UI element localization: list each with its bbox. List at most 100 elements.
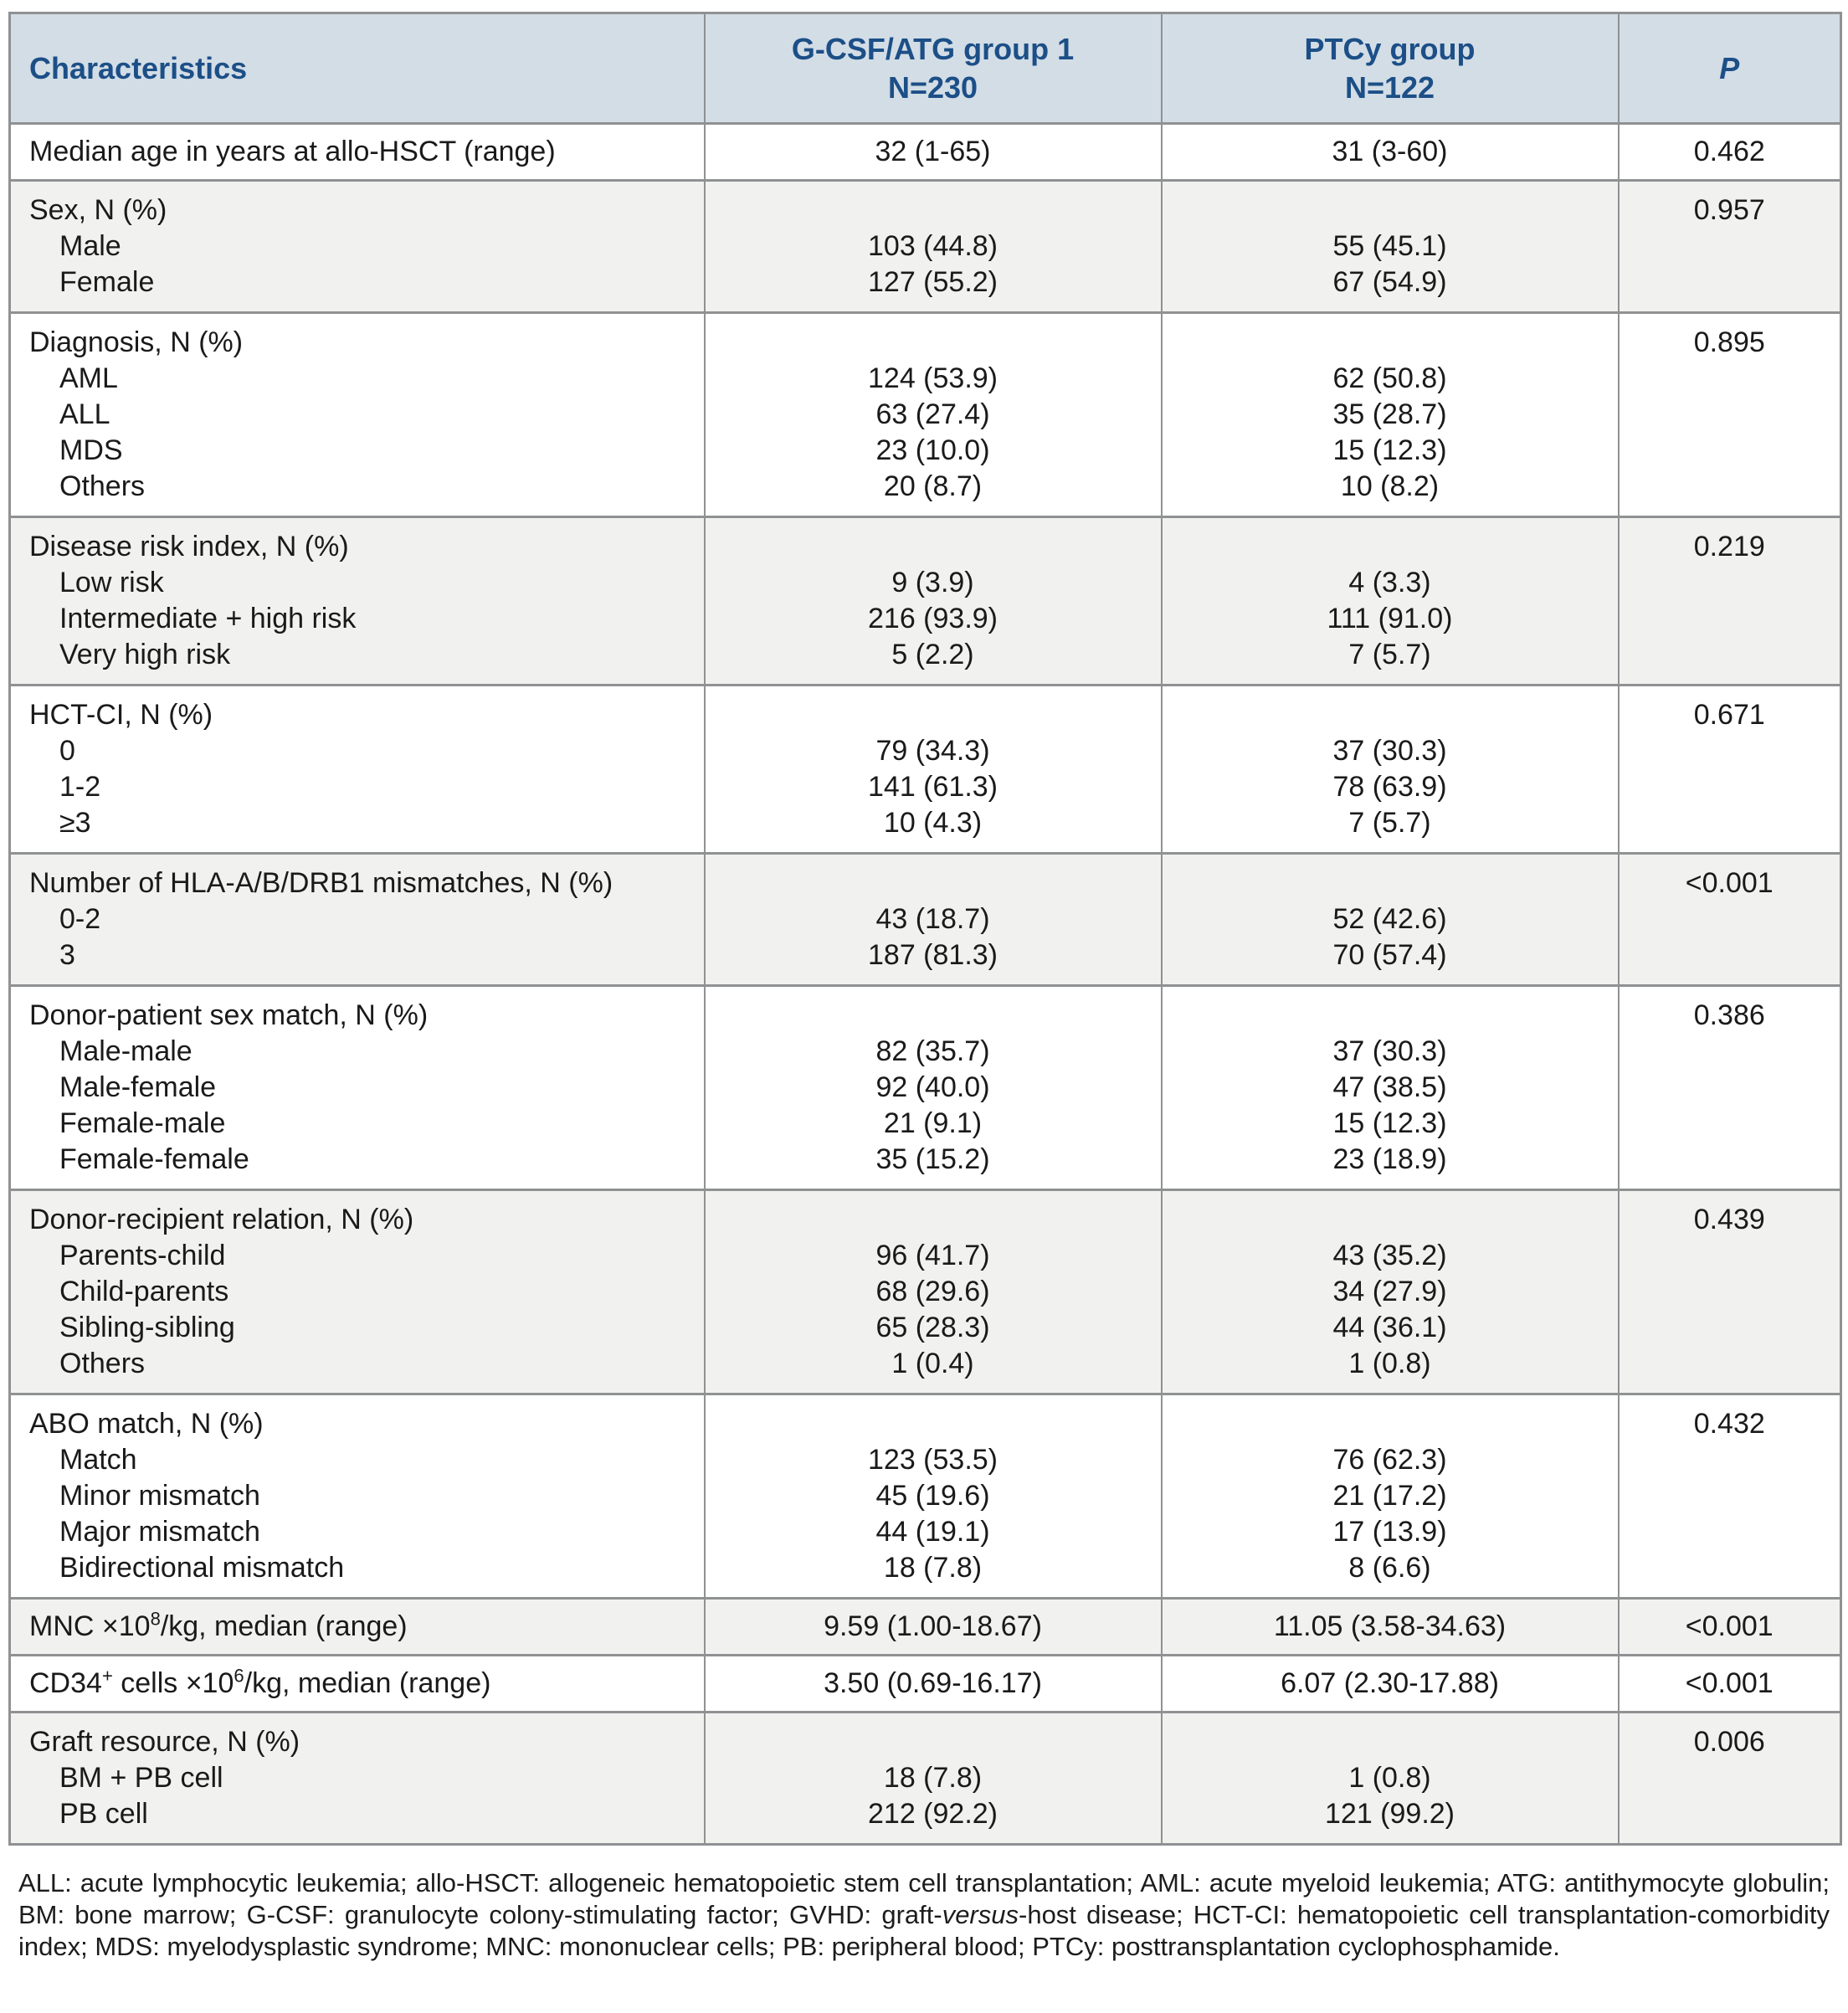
characteristic-cell: Disease risk index, N (%) Low risk Interme…: [8, 516, 706, 686]
section-label: Disease risk index, N (%): [29, 531, 349, 562]
spacer-line: [1166, 193, 1614, 229]
sub-item-label: Male-female: [59, 1071, 217, 1103]
sub-item-label: ALL: [59, 398, 110, 430]
characteristic-cell: Diagnosis, N (%) AML ALL MDS Others: [8, 311, 706, 518]
group1-value: 79 (34.3): [875, 735, 990, 767]
sub-item-label: Male: [59, 230, 121, 262]
sub-item-label: Low risk: [59, 567, 164, 598]
table-row: MNC ×108/kg, median (range) 9.59 (1.00-18…: [8, 1597, 1842, 1656]
group2-cell: 1 (0.8) 121 (99.2): [1160, 1711, 1620, 1846]
sub-item-label: Female: [59, 266, 155, 298]
group2-value: 1 (0.8): [1348, 1762, 1431, 1794]
group1-value: 20 (8.7): [883, 470, 983, 502]
characteristic-label: Median age in years at allo-HSCT (range): [8, 122, 706, 182]
group2-value: 7 (5.7): [1348, 639, 1431, 670]
group2-cell: 37 (30.3) 47 (38.5) 15 (12.3) 23 (18.9): [1160, 984, 1620, 1191]
group2-value: 43 (35.2): [1332, 1240, 1447, 1271]
group1-cell: 79 (34.3) 141 (61.3) 10 (4.3): [703, 684, 1163, 855]
group2-value: 35 (28.7): [1332, 398, 1447, 430]
group1-value: 44 (19.1): [875, 1516, 990, 1548]
group2-value: 7 (5.7): [1348, 807, 1431, 839]
table-row: Graft resource, N (%) BM + PB cell PB cell…: [8, 1711, 1842, 1846]
group1-value: 141 (61.3): [868, 771, 998, 803]
group2-value: 15 (12.3): [1332, 434, 1447, 466]
group2-value: 34 (27.9): [1332, 1276, 1447, 1307]
group1-cell: 103 (44.8) 127 (55.2): [703, 179, 1163, 314]
p-value: 0.671: [1617, 684, 1842, 855]
spacer-line: [709, 1202, 1158, 1238]
spacer-line: [709, 1724, 1158, 1760]
spacer-line: [1166, 325, 1614, 361]
group1-name: G-CSF/ATG group 1: [791, 31, 1075, 66]
group2-value: 55 (45.1): [1332, 230, 1447, 262]
group2-value: 37 (30.3): [1332, 735, 1447, 767]
group2-value: 52 (42.6): [1332, 903, 1447, 935]
characteristic-label: MNC ×108/kg, median (range): [8, 1597, 706, 1656]
group1-value: 123 (53.5): [868, 1444, 998, 1476]
group1-n: N=230: [887, 69, 978, 105]
characteristic-cell: Sex, N (%) Male Female: [8, 179, 706, 314]
spacer-line: [709, 865, 1158, 901]
sub-item-label: Others: [59, 470, 146, 502]
group1-value: 10 (4.3): [883, 807, 983, 839]
group2-value: 76 (62.3): [1332, 1444, 1447, 1476]
group2-cell: 52 (42.6) 70 (57.4): [1160, 852, 1620, 987]
group1-value: 187 (81.3): [868, 939, 998, 971]
group1-value: 82 (35.7): [875, 1035, 990, 1067]
characteristic-cell: HCT-CI, N (%) 0 1-2 ≥3: [8, 684, 706, 855]
group1-cell: 123 (53.5) 45 (19.6) 44 (19.1) 18 (7.8): [703, 1393, 1163, 1600]
sub-item-label: Others: [59, 1348, 146, 1379]
group2-cell: 62 (50.8) 35 (28.7) 15 (12.3) 10 (8.2): [1160, 311, 1620, 518]
group2-value: 62 (50.8): [1332, 362, 1447, 394]
group2-value: 67 (54.9): [1332, 266, 1447, 298]
table-row: Number of HLA-A/B/DRB1 mismatches, N (%)…: [8, 852, 1842, 987]
characteristic-cell: Graft resource, N (%) BM + PB cell PB cell: [8, 1711, 706, 1846]
group1-value: 45 (19.6): [875, 1480, 990, 1512]
p-value-line: 0.957: [1693, 194, 1765, 226]
group1-value: 63 (27.4): [875, 398, 990, 430]
group1-value: 124 (53.9): [868, 362, 998, 394]
sub-item-label: 0-2: [59, 903, 101, 935]
section-label: Graft resource, N (%): [29, 1726, 300, 1758]
spacer-line: [1166, 998, 1614, 1034]
p-value: 0.957: [1617, 179, 1842, 314]
sub-item-label: Bidirectional mismatch: [59, 1552, 345, 1584]
group1-value: 9.59 (1.00-18.67): [703, 1597, 1163, 1656]
col-header-group2: PTCy group N=122: [1160, 12, 1620, 125]
group2-value: 11.05 (3.58-34.63): [1160, 1597, 1620, 1656]
group2-value: 21 (17.2): [1332, 1480, 1447, 1512]
group2-value: 4 (3.3): [1348, 567, 1431, 598]
table-row: CD34+ cells ×106/kg, median (range) 3.50 …: [8, 1654, 1842, 1713]
sub-item-label: AML: [59, 362, 118, 394]
group2-value: 23 (18.9): [1332, 1143, 1447, 1175]
group2-cell: 4 (3.3) 111 (91.0) 7 (5.7): [1160, 516, 1620, 686]
group2-value: 44 (36.1): [1332, 1312, 1447, 1343]
p-value-line: 0.006: [1693, 1726, 1765, 1758]
spacer-line: [709, 325, 1158, 361]
sub-item-label: Intermediate + high risk: [59, 603, 357, 634]
sub-item-label: Match: [59, 1444, 137, 1476]
group1-value: 92 (40.0): [875, 1071, 990, 1103]
group2-cell: 76 (62.3) 21 (17.2) 17 (13.9) 8 (6.6): [1160, 1393, 1620, 1600]
table-row: Donor-recipient relation, N (%) Parents-c…: [8, 1189, 1842, 1395]
col-header-p: P: [1617, 12, 1842, 125]
table-row: ABO match, N (%) Match Minor mismatch Major…: [8, 1393, 1842, 1600]
spacer-line: [1166, 1406, 1614, 1442]
col-header-group1: G-CSF/ATG group 1 N=230: [703, 12, 1163, 125]
sub-item-label: PB cell: [59, 1798, 148, 1830]
footnote: ALL: acute lymphocytic leukemia; allo-HS…: [18, 1868, 1830, 1961]
group1-value: 9 (3.9): [891, 567, 974, 598]
spacer-line: [1166, 865, 1614, 901]
spacer-line: [1166, 1202, 1614, 1238]
group1-cell: 43 (18.7) 187 (81.3): [703, 852, 1163, 987]
sub-item-label: 0: [59, 735, 75, 767]
group1-value: 96 (41.7): [875, 1240, 990, 1271]
group2-cell: 37 (30.3) 78 (63.9) 7 (5.7): [1160, 684, 1620, 855]
group1-value: 68 (29.6): [875, 1276, 990, 1307]
group1-value: 3.50 (0.69-16.17): [703, 1654, 1163, 1713]
p-value-line: 0.439: [1693, 1204, 1765, 1235]
group1-value: 127 (55.2): [868, 266, 998, 298]
p-value-line: 0.219: [1693, 531, 1765, 562]
p-value: 0.895: [1617, 311, 1842, 518]
table-row: Disease risk index, N (%) Low risk Interme…: [8, 516, 1842, 686]
